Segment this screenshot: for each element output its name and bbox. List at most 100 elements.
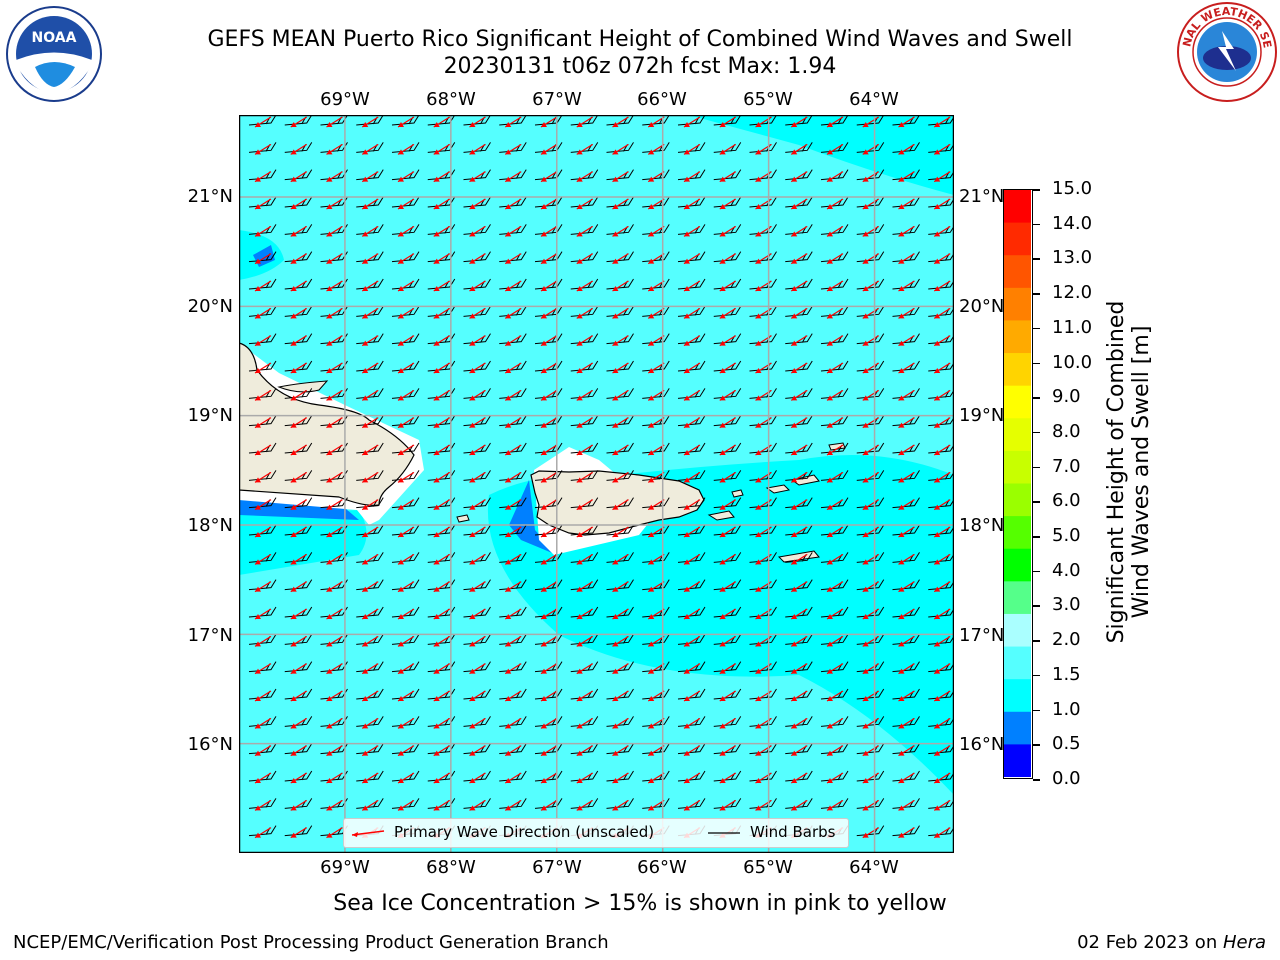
wind-barb	[677, 798, 706, 811]
colorbar-swatch	[1004, 385, 1031, 419]
wind-barb	[820, 196, 849, 210]
wind-barb	[785, 114, 813, 128]
wind-barb	[427, 388, 456, 401]
wind-barb	[713, 497, 742, 511]
wind-barb	[713, 606, 742, 620]
lat-label-left: 19°N	[187, 405, 233, 426]
wind-barb	[391, 142, 420, 155]
wind-barb	[606, 634, 634, 647]
wind-barb	[785, 169, 813, 183]
wind-barb	[463, 251, 491, 265]
lat-label-left: 21°N	[187, 186, 233, 207]
national-weather-service-logo-icon: NATIONAL WEATHER SERVICE	[1171, 0, 1278, 103]
wind-barb	[320, 415, 348, 429]
colorbar-label-line2: Wind Waves and Swell [m]	[1129, 325, 1154, 619]
wind-barb	[320, 661, 348, 675]
wind-barb	[534, 224, 563, 237]
lat-label-left: 18°N	[187, 515, 233, 536]
wind-barb	[463, 388, 491, 401]
wind-barb	[499, 470, 527, 483]
map-panel: Primary Wave Direction (unscaled) Wind B…	[238, 114, 956, 854]
wind-barb	[356, 278, 384, 292]
wind-barb	[499, 524, 527, 538]
wave-direction-legend-label: Primary Wave Direction (unscaled)	[394, 823, 655, 841]
wind-barb	[248, 114, 277, 128]
wind-barb	[320, 716, 348, 729]
wind-barb	[534, 360, 563, 374]
chart-title: GEFS MEAN Puerto Rico Significant Height…	[207, 27, 1073, 52]
wind-barb	[284, 470, 313, 483]
wind-barb	[606, 114, 634, 128]
wind-barb	[499, 743, 527, 757]
colorbar-swatch	[1004, 548, 1031, 582]
wave-height-map	[238, 114, 956, 854]
chart-subtitle: 20230131 t06z 072h fcst Max: 1.94	[443, 54, 837, 79]
land-vieques	[707, 510, 735, 521]
wind-barb	[820, 579, 849, 593]
wind-barb	[642, 606, 670, 620]
wind-barb	[248, 552, 277, 565]
wind-barb	[463, 360, 491, 374]
wind-barb	[606, 716, 634, 729]
wind-barb	[677, 688, 706, 702]
wind-barb	[427, 415, 456, 429]
wind-barb	[320, 388, 348, 401]
wind-barb	[892, 798, 920, 811]
wind-barb	[820, 634, 849, 647]
colorbar-tick-label: 13.0	[1052, 247, 1093, 269]
wind-barb	[463, 278, 491, 292]
colorbar-tick-mark	[1033, 431, 1040, 434]
lat-label-left: 17°N	[187, 625, 233, 646]
wind-barb	[713, 743, 742, 757]
wind-barb	[820, 470, 849, 483]
colorbar-tick-label: 11.0	[1052, 316, 1093, 338]
wind-barb	[284, 552, 313, 565]
wind-barb	[606, 688, 634, 702]
wind-barb	[713, 306, 742, 319]
colorbar-swatch	[1004, 516, 1031, 550]
wind-barb	[820, 552, 849, 565]
wind-barb	[642, 415, 670, 429]
wind-barb	[820, 360, 849, 374]
wind-barb	[677, 524, 706, 538]
wind-barb	[892, 634, 920, 647]
wind-barb	[356, 743, 384, 757]
wind-barb	[284, 606, 313, 620]
wind-barb	[785, 142, 813, 155]
lon-label-bottom: 65°W	[743, 857, 793, 878]
wind-barb	[320, 114, 348, 128]
wind-barb	[785, 442, 813, 456]
wind-barb	[892, 524, 920, 538]
wind-barb	[284, 415, 313, 429]
wind-barb	[499, 634, 527, 647]
wind-barb	[570, 142, 599, 155]
wind-barb	[248, 360, 277, 374]
wind-barb	[320, 306, 348, 319]
lat-label-right: 16°N	[959, 734, 1005, 755]
wind-barb	[785, 661, 813, 675]
colorbar-tick-mark	[1033, 779, 1040, 781]
wind-barb	[499, 497, 527, 511]
wind-barb	[785, 716, 813, 729]
wind-barb	[427, 224, 456, 237]
colorbar-tick-label: 3.0	[1052, 594, 1081, 616]
wind-barb	[713, 524, 742, 538]
wind-barb	[785, 524, 813, 538]
wind-barb	[427, 770, 456, 784]
wind-barb	[391, 579, 420, 593]
wind-barb	[463, 169, 491, 183]
wind-barb	[820, 661, 849, 675]
wind-barb	[642, 360, 670, 374]
wind-barb	[570, 524, 599, 538]
wind-barb	[928, 825, 956, 839]
wind-barb	[463, 661, 491, 675]
wind-barb	[356, 798, 384, 811]
wind-barb	[391, 606, 420, 620]
wind-barb	[785, 798, 813, 811]
colorbar-tick-mark	[1033, 674, 1040, 677]
wind-barb	[534, 524, 563, 538]
wind-barb	[820, 497, 849, 511]
wind-barb	[284, 388, 313, 401]
land-st-thomas	[765, 484, 791, 494]
colorbar-tick-mark	[1033, 744, 1040, 746]
